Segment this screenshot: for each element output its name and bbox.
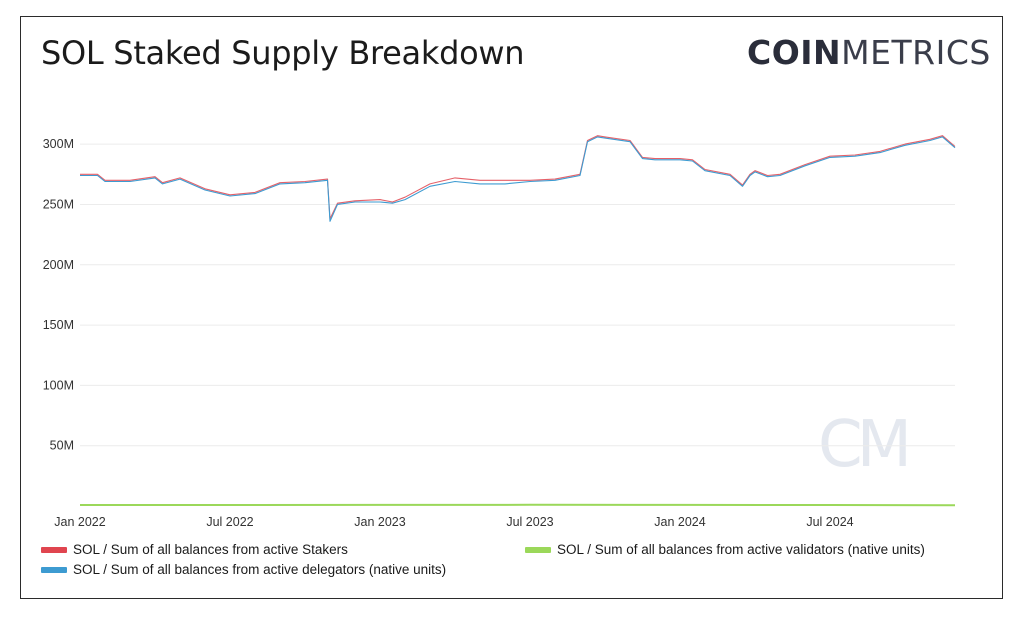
y-tick-label: 150M (43, 318, 74, 332)
chart-frame (20, 16, 1003, 599)
series-line-stakers (80, 135, 956, 220)
y-tick-label: 300M (43, 137, 74, 151)
logo-light-text: METRICS (841, 33, 991, 72)
legend-label-delegators: SOL / Sum of all balances from active de… (73, 562, 447, 577)
x-tick-label: Jan 2023 (354, 515, 405, 529)
legend-item-validators: SOL / Sum of all balances from active va… (525, 542, 925, 557)
y-tick-label: 100M (43, 378, 74, 392)
x-tick-label: Jul 2022 (206, 515, 253, 529)
legend-label-stakers: SOL / Sum of all balances from active St… (73, 542, 348, 557)
legend-item-stakers: SOL / Sum of all balances from active St… (41, 542, 348, 557)
x-tick-label: Jul 2024 (806, 515, 853, 529)
x-tick-label: Jan 2024 (654, 515, 705, 529)
x-tick-label: Jan 2022 (54, 515, 105, 529)
y-tick-label: 50M (50, 439, 74, 453)
legend-swatch-validators (525, 546, 551, 553)
legend-swatch-delegators (41, 566, 67, 573)
y-tick-label: 250M (43, 197, 74, 211)
chart-title: SOL Staked Supply Breakdown (41, 34, 525, 72)
coinmetrics-logo: COINMETRICS (747, 33, 991, 72)
cm-watermark-logo: CM (818, 408, 906, 482)
y-tick-label: 200M (43, 258, 74, 272)
x-tick-label: Jul 2023 (506, 515, 553, 529)
logo-bold-text: COIN (747, 33, 842, 72)
legend-label-validators: SOL / Sum of all balances from active va… (557, 542, 925, 557)
legend-item-delegators: SOL / Sum of all balances from active de… (41, 562, 446, 577)
legend-swatch-stakers (41, 546, 67, 553)
series-line-delegators (80, 136, 956, 222)
